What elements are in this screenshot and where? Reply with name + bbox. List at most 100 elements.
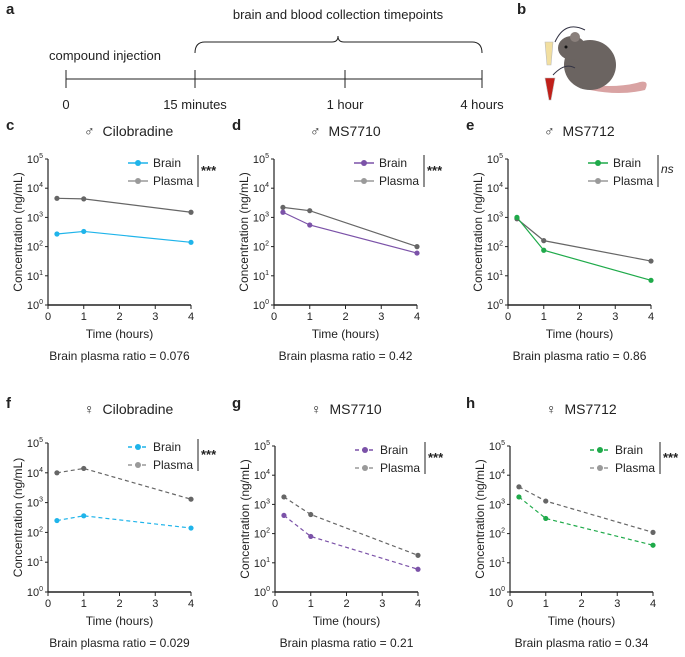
x-tick-label: 1 (308, 598, 314, 610)
tick-base: 10 (253, 242, 265, 254)
y-tick-label: 104 (254, 469, 270, 482)
legend-marker (597, 447, 603, 453)
y-tick-label: 100 (27, 299, 43, 312)
y-tick-label: 101 (489, 557, 505, 570)
tick-exponent: 4 (39, 182, 43, 189)
legend-label: Plasma (380, 461, 420, 475)
data-point-plasma (307, 208, 313, 214)
brain-plasma-ratio: Brain plasma ratio = 0.21 (280, 636, 414, 650)
tick-exponent: 4 (39, 467, 43, 474)
x-tick-label: 2 (578, 598, 584, 610)
x-tick-label: 2 (343, 598, 349, 610)
x-tick-label: 0 (45, 311, 51, 323)
tick-base: 10 (487, 154, 499, 166)
legend-label: Brain (613, 156, 641, 170)
legend-marker (135, 444, 141, 450)
legend-label: Plasma (153, 458, 193, 472)
y-tick-label: 103 (487, 211, 503, 224)
x-tick-label: 2 (116, 311, 122, 323)
tick-base: 10 (27, 587, 39, 599)
tick-exponent: 2 (266, 528, 270, 535)
tick-base: 10 (27, 557, 39, 569)
chart-title: ♀ MS7712 (546, 401, 617, 417)
x-axis-label: Time (hours) (546, 327, 614, 341)
tick-exponent: 1 (39, 556, 43, 563)
y-tick-label: 101 (27, 270, 43, 283)
y-tick-label: 105 (487, 153, 503, 166)
tick-base: 10 (254, 441, 266, 453)
y-axis-label: Concentration (ng/mL) (11, 458, 25, 577)
tick-base: 10 (27, 242, 39, 254)
y-tick-label: 101 (253, 270, 269, 283)
tick-exponent: 2 (501, 528, 505, 535)
series-line-plasma (516, 218, 652, 262)
legend-marker (595, 160, 601, 166)
data-point-brain (188, 239, 194, 245)
x-tick-label: 2 (576, 311, 582, 323)
tick-exponent: 0 (39, 586, 43, 593)
data-point-brain (415, 566, 421, 572)
tick-exponent: 1 (39, 270, 43, 277)
tick-exponent: 3 (39, 211, 43, 218)
data-point-brain (308, 533, 314, 540)
data-point-plasma (650, 529, 656, 535)
tick-base: 10 (27, 271, 39, 283)
compound-name: Cilobradine (103, 123, 174, 139)
data-point-plasma (541, 238, 547, 244)
series-line-brain (56, 230, 192, 243)
data-point-plasma (188, 209, 194, 215)
data-point-plasma (516, 484, 522, 490)
data-point-plasma (414, 244, 420, 250)
series-line-plasma (282, 206, 418, 248)
timepoint-label: 4 hours (460, 97, 504, 112)
y-tick-label: 100 (489, 586, 505, 599)
tick-base: 10 (489, 470, 501, 482)
x-axis-label: Time (hours) (86, 327, 154, 341)
tick-exponent: 5 (39, 153, 43, 160)
data-point-brain (541, 247, 547, 253)
y-tick-label: 102 (254, 528, 270, 541)
significance-label: *** (201, 447, 217, 462)
x-tick-label: 0 (505, 311, 511, 323)
tick-base: 10 (254, 470, 266, 482)
tick-base: 10 (253, 300, 265, 312)
tick-base: 10 (253, 212, 265, 224)
data-point-brain (281, 512, 287, 519)
y-tick-label: 100 (27, 586, 43, 599)
tick-exponent: 1 (266, 557, 270, 564)
y-tick-label: 101 (487, 270, 503, 283)
legend-marker (135, 160, 141, 166)
data-point-plasma (188, 496, 194, 502)
x-axis-label: Time (hours) (548, 614, 616, 628)
tick-exponent: 3 (266, 498, 270, 505)
tick-exponent: 4 (501, 469, 505, 476)
x-tick-label: 0 (271, 311, 277, 323)
tick-base: 10 (489, 529, 501, 541)
panel-label: e (466, 117, 474, 134)
x-tick-label: 3 (152, 311, 158, 323)
tick-exponent: 1 (499, 270, 503, 277)
y-tick-label: 101 (254, 557, 270, 570)
x-tick-label: 4 (414, 311, 420, 323)
legend-marker (135, 462, 141, 468)
y-tick-label: 103 (489, 498, 505, 511)
data-point-brain (81, 228, 87, 235)
y-tick-label: 104 (487, 182, 503, 195)
panel-label: h (466, 395, 475, 412)
tick-base: 10 (27, 527, 39, 539)
blood-tube-icon (544, 77, 556, 101)
timepoint-label: 1 hour (327, 97, 365, 112)
timepoint-label: 0 (62, 97, 69, 112)
tick-base: 10 (489, 558, 501, 570)
chart-title: ♂ MS7712 (544, 123, 615, 139)
sex-symbol: ♀ (311, 401, 322, 417)
plasma-tube-icon (544, 41, 554, 66)
y-tick-label: 103 (254, 498, 270, 511)
data-point-brain (648, 277, 654, 283)
significance-label: *** (663, 450, 679, 465)
data-point-plasma (54, 195, 60, 201)
